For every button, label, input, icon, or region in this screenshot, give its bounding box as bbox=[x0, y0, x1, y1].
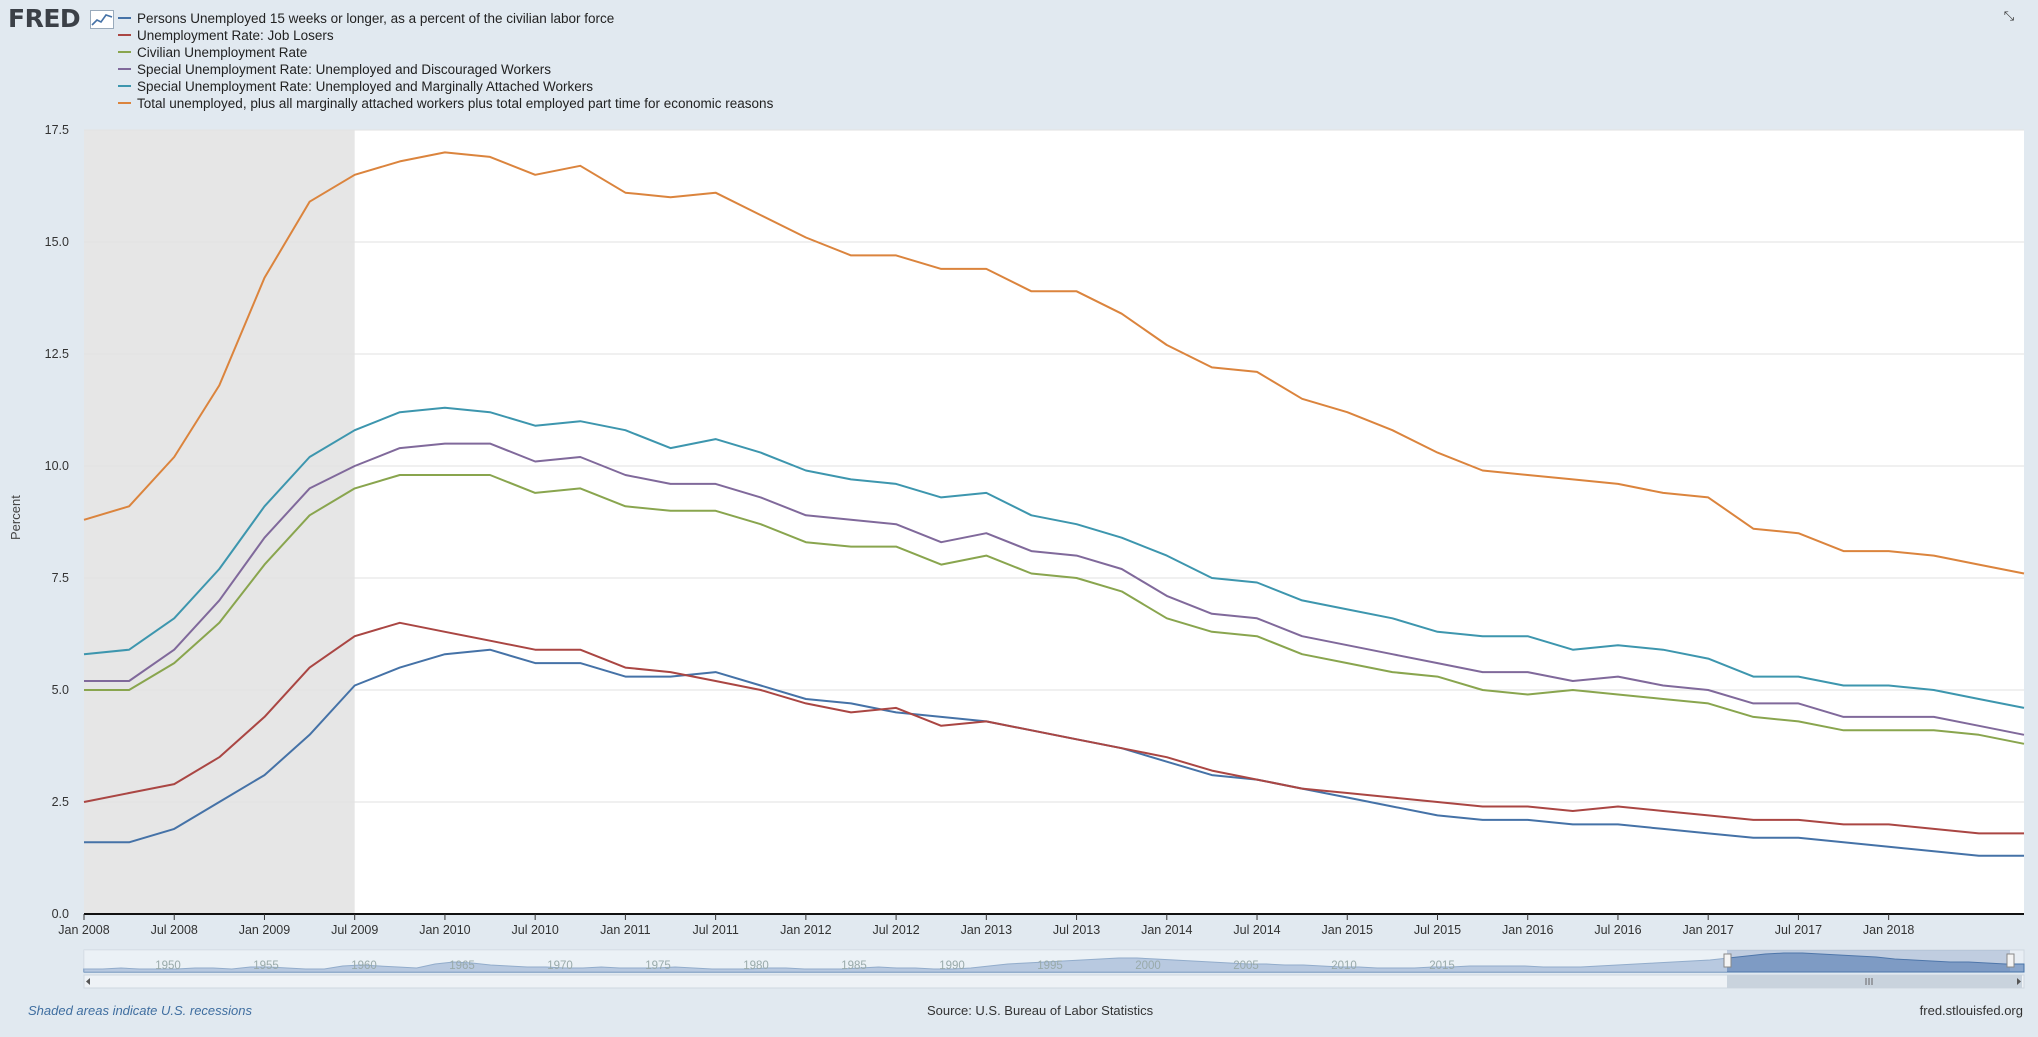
navigator-year-label: 2010 bbox=[1331, 960, 1357, 972]
legend-swatch bbox=[118, 85, 131, 88]
x-tick-label: Jan 2013 bbox=[961, 923, 1012, 937]
source-note: Source: U.S. Bureau of Labor Statistics bbox=[927, 1003, 1154, 1018]
legend-swatch bbox=[118, 68, 131, 71]
legend-swatch bbox=[118, 51, 131, 54]
legend-item[interactable]: Special Unemployment Rate: Unemployed an… bbox=[118, 61, 773, 78]
x-tick-label: Jul 2016 bbox=[1594, 923, 1641, 937]
x-tick-label: Jan 2012 bbox=[780, 923, 831, 937]
series-line-5 bbox=[83, 406, 2025, 709]
navigator-selection bbox=[1727, 950, 2010, 972]
navigator-year-label: 1990 bbox=[939, 960, 965, 972]
series-line-6 bbox=[83, 151, 2025, 575]
legend-item[interactable]: Civilian Unemployment Rate bbox=[118, 44, 773, 61]
navigator-year-label: 1980 bbox=[743, 960, 769, 972]
legend-label: Special Unemployment Rate: Unemployed an… bbox=[137, 62, 551, 77]
y-tick-label: 12.5 bbox=[45, 347, 69, 361]
y-tick-label: 10.0 bbox=[45, 459, 69, 473]
x-tick-label: Jan 2016 bbox=[1502, 923, 1553, 937]
recession-shading bbox=[84, 130, 355, 914]
navigator-handle-left bbox=[1723, 953, 1732, 968]
y-tick-label: 7.5 bbox=[52, 571, 69, 585]
series-line-2 bbox=[83, 621, 2024, 835]
x-tick-label: Jan 2008 bbox=[58, 923, 109, 937]
navigator-handle-right bbox=[2006, 953, 2015, 968]
x-tick-label: Jan 2014 bbox=[1141, 923, 1192, 937]
recession-note: Shaded areas indicate U.S. recessions bbox=[28, 1003, 253, 1018]
site-link[interactable]: fred.stlouisfed.org bbox=[1919, 1003, 2023, 1018]
x-tick-label: Jul 2008 bbox=[151, 923, 198, 937]
line-chart-icon bbox=[90, 10, 114, 29]
fred-logo[interactable]: FRED bbox=[8, 4, 81, 33]
scrollbar-thumb bbox=[1727, 975, 2022, 988]
x-tick-label: Jul 2013 bbox=[1053, 923, 1100, 937]
x-tick-label: Jan 2018 bbox=[1863, 923, 1914, 937]
fullscreen-icon[interactable]: ⤡ bbox=[2003, 8, 2015, 23]
navigator-year-label: 2015 bbox=[1429, 960, 1455, 972]
legend-swatch bbox=[118, 102, 131, 105]
x-tick-label: Jan 2017 bbox=[1682, 923, 1733, 937]
legend-label: Special Unemployment Rate: Unemployed an… bbox=[137, 79, 593, 94]
navigator-year-label: 1950 bbox=[155, 960, 181, 972]
legend-item[interactable]: Unemployment Rate: Job Losers bbox=[118, 27, 773, 44]
scrollbar-track bbox=[83, 974, 2025, 989]
series-lines bbox=[83, 151, 2025, 857]
x-tick-label: Jul 2011 bbox=[692, 923, 738, 937]
x-tick-label: Jan 2011 bbox=[600, 923, 651, 937]
x-tick-label: Jul 2014 bbox=[1233, 923, 1280, 937]
x-tick-label: Jul 2009 bbox=[331, 923, 378, 937]
legend-label: Unemployment Rate: Job Losers bbox=[137, 28, 334, 43]
series-line-3 bbox=[84, 474, 2025, 745]
plot-background bbox=[84, 130, 2024, 914]
navigator-year-label: 1985 bbox=[841, 960, 867, 972]
navigator-year-label: 1960 bbox=[351, 960, 377, 972]
x-tick-label: Jul 2010 bbox=[512, 923, 559, 937]
plot-area bbox=[84, 130, 2024, 914]
navigator-mask bbox=[84, 950, 1727, 972]
y-axis: 0.0 2.5 5.0 7.5 10.0 12.5 15.0 17.5 bbox=[45, 123, 69, 921]
y-tick-label: 5.0 bbox=[52, 683, 69, 697]
legend-label: Total unemployed, plus all marginally at… bbox=[137, 96, 774, 111]
scroll-right-arrow-icon bbox=[2017, 978, 2021, 985]
y-tick-label: 15.0 bbox=[45, 235, 69, 249]
navigator-year-label: 1995 bbox=[1037, 960, 1063, 972]
series-line-4 bbox=[84, 442, 2025, 736]
x-axis: Jan 2008 Jul 2008 Jan 2009 Jul 2009 Jan 2010… bbox=[58, 913, 2024, 937]
navigator-year-label: 1975 bbox=[645, 960, 671, 972]
y-tick-label: 0.0 bbox=[52, 907, 69, 921]
navigator-year-label: 1955 bbox=[253, 960, 279, 972]
legend-item[interactable]: Total unemployed, plus all marginally at… bbox=[118, 95, 773, 112]
x-tick-label: Jan 2010 bbox=[419, 923, 470, 937]
x-tick-label: Jan 2015 bbox=[1322, 923, 1373, 937]
y-tick-label: 2.5 bbox=[52, 795, 69, 809]
legend-label: Persons Unemployed 15 weeks or longer, a… bbox=[137, 11, 615, 26]
chart-legend: Persons Unemployed 15 weeks or longer, a… bbox=[118, 10, 773, 112]
y-tick-label: 17.5 bbox=[45, 123, 69, 137]
navigator-year-label: 2000 bbox=[1135, 960, 1161, 972]
legend-swatch bbox=[118, 17, 131, 20]
navigator-year-label: 1970 bbox=[547, 960, 573, 972]
legend-item[interactable]: Special Unemployment Rate: Unemployed an… bbox=[118, 78, 773, 95]
range-navigator[interactable]: 1950 1955 1960 1965 1970 1975 1980 1985 1990 1995… bbox=[83, 949, 2025, 989]
legend-swatch bbox=[118, 34, 131, 37]
legend-item[interactable]: Persons Unemployed 15 weeks or longer, a… bbox=[118, 10, 773, 27]
gridlines bbox=[84, 129, 2024, 803]
legend-label: Civilian Unemployment Rate bbox=[137, 45, 308, 60]
navigator-year-label: 2005 bbox=[1233, 960, 1259, 972]
scroll-left-arrow-icon bbox=[86, 978, 90, 985]
x-tick-label: Jul 2012 bbox=[872, 923, 919, 937]
scrollbar-grip-icon bbox=[1865, 978, 1873, 985]
x-tick-label: Jul 2015 bbox=[1414, 923, 1461, 937]
x-tick-label: Jul 2017 bbox=[1775, 923, 1822, 937]
navigator-year-label: 1965 bbox=[449, 960, 475, 972]
x-tick-label: Jan 2009 bbox=[239, 923, 290, 937]
